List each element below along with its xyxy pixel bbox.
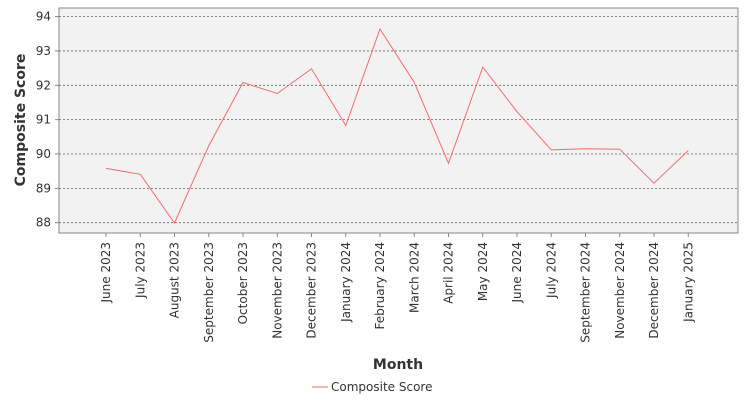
x-tick-label: December 2023: [305, 242, 319, 339]
x-tick-label: April 2024: [442, 242, 456, 304]
x-tick-label: August 2023: [168, 242, 182, 318]
x-tick-label: November 2024: [613, 242, 627, 339]
y-tick-label: 90: [36, 147, 51, 161]
y-tick-label: 94: [36, 10, 51, 24]
x-tick-label: January 2024: [339, 242, 353, 323]
x-tick-label: May 2024: [476, 242, 490, 301]
x-tick-label: February 2024: [373, 242, 387, 330]
y-axis: 88 89 90 91 92 93 94: [36, 10, 59, 230]
y-tick-label: 93: [36, 44, 51, 58]
x-tick-label: June 2023: [99, 242, 113, 304]
y-tick-label: 88: [36, 216, 51, 230]
y-tick-label: 89: [36, 181, 51, 195]
x-axis: June 2023 July 2023 August 2023 September 2…: [99, 233, 695, 343]
x-tick-label: July 2024: [544, 242, 558, 299]
x-tick-label: June 2024: [510, 242, 524, 304]
x-tick-label: September 2023: [202, 242, 216, 343]
x-tick-label: November 2023: [270, 242, 284, 339]
series-line: [105, 27, 689, 225]
legend-label: Composite Score: [331, 380, 432, 394]
legend: Composite Score: [312, 380, 432, 394]
y-axis-title: Composite Score: [13, 54, 29, 187]
x-tick-label: October 2023: [236, 242, 250, 324]
x-tick-label: September 2024: [579, 242, 593, 343]
y-tick-label: 91: [36, 113, 51, 127]
x-tick-label: December 2024: [647, 242, 661, 339]
x-tick-label: July 2023: [133, 242, 147, 299]
plot-area: [58, 7, 739, 234]
x-tick-label: March 2024: [407, 242, 421, 313]
series-layer: [105, 27, 689, 225]
y-tick-label: 92: [36, 78, 51, 92]
x-axis-title: Month: [373, 357, 423, 373]
x-tick-label: January 2025: [681, 242, 695, 323]
